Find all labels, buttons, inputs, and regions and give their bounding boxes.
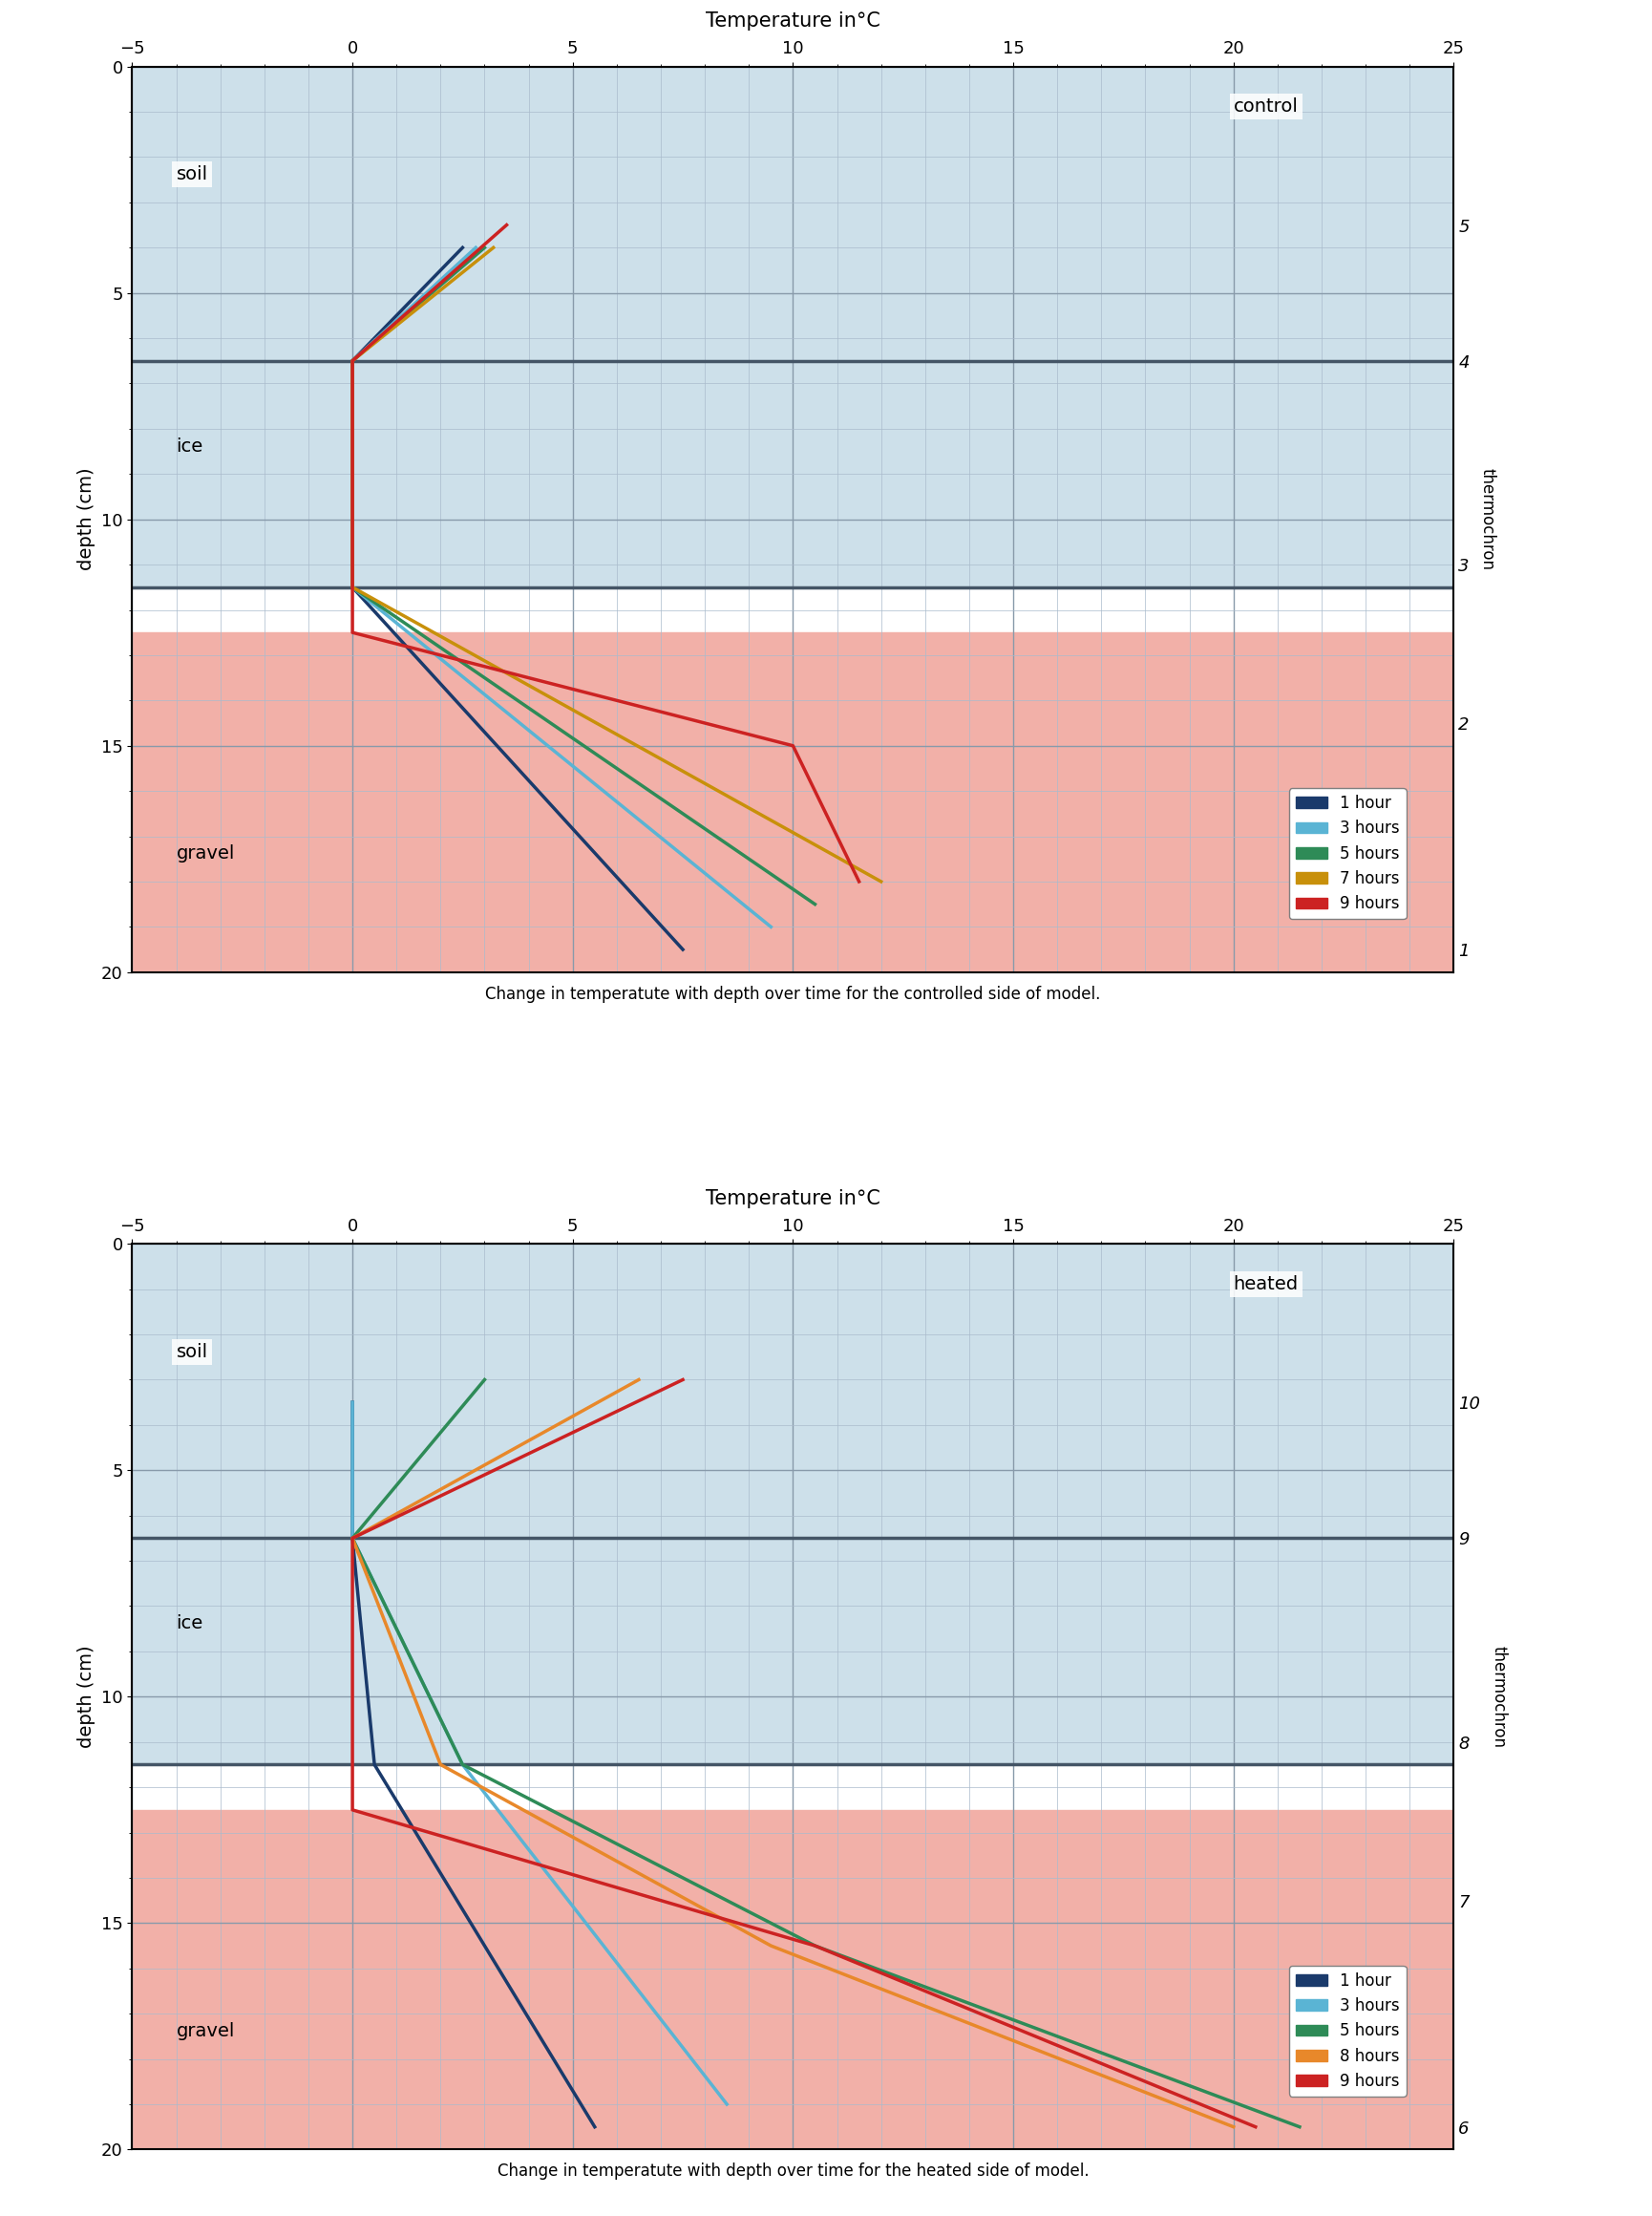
Bar (132, 1538, 1454, 1764)
Legend: 1 hour, 3 hours, 5 hours, 8 hours, 9 hours: 1 hour, 3 hours, 5 hours, 8 hours, 9 hou… (1289, 1966, 1406, 2096)
Title: Temperature in°C: Temperature in°C (705, 1188, 881, 1208)
Bar (132, 361, 1454, 587)
Text: gravel: gravel (177, 844, 235, 862)
Y-axis label: thermochron: thermochron (1479, 468, 1497, 570)
Legend: 1 hour, 3 hours, 5 hours, 7 hours, 9 hours: 1 hour, 3 hours, 5 hours, 7 hours, 9 hou… (1289, 789, 1406, 920)
Bar (132, 1810, 1454, 2150)
Text: soil: soil (177, 166, 208, 184)
Text: control: control (1234, 98, 1298, 115)
Y-axis label: thermochron: thermochron (1490, 1646, 1507, 1748)
X-axis label: Change in temperatute with depth over time for the heated side of model.: Change in temperatute with depth over ti… (497, 2163, 1089, 2181)
Title: Temperature in°C: Temperature in°C (705, 11, 881, 31)
Text: heated: heated (1234, 1274, 1298, 1292)
Y-axis label: depth (cm): depth (cm) (78, 468, 96, 572)
X-axis label: Change in temperatute with depth over time for the controlled side of model.: Change in temperatute with depth over ti… (486, 986, 1100, 1002)
Text: ice: ice (177, 1615, 203, 1633)
Text: gravel: gravel (177, 2021, 235, 2041)
Y-axis label: depth (cm): depth (cm) (78, 1644, 96, 1748)
Text: soil: soil (177, 1343, 208, 1361)
Bar (132, 632, 1454, 973)
Bar (132, 66, 1454, 361)
Text: ice: ice (177, 437, 203, 454)
Bar (132, 1243, 1454, 1538)
